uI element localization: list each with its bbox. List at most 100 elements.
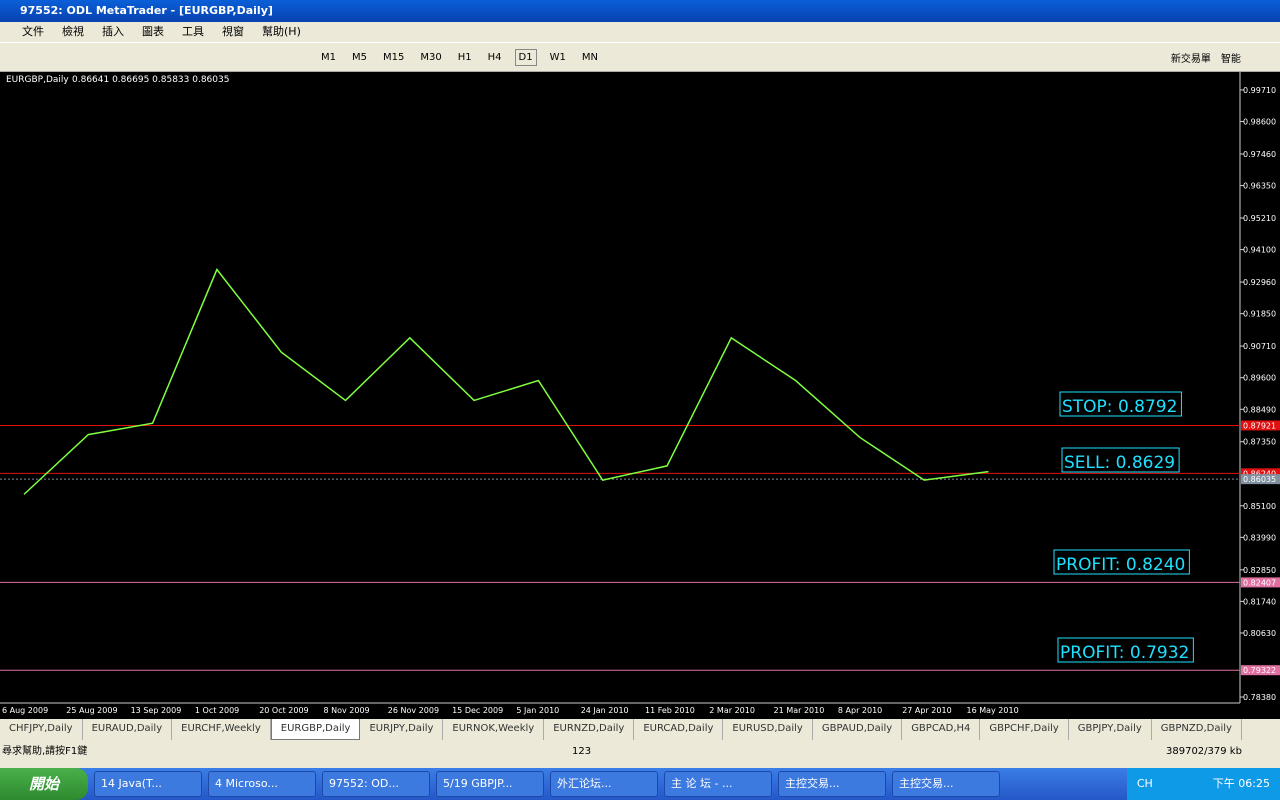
x-tick-label: 21 Mar 2010 [774,706,825,715]
price-tag-label: 0.87921 [1243,421,1276,430]
price-tag [1241,468,1280,479]
x-tick-label: 11 Feb 2010 [645,706,695,715]
price-tag [1241,420,1280,431]
taskbar-item[interactable]: 外汇论坛... [550,771,658,797]
expert-button[interactable]: 智能 [1220,53,1241,65]
x-tick-label: 2 Mar 2010 [709,706,755,715]
menu-item[interactable]: 視窗 [222,25,244,38]
chart-quote: 0.86641 0.86695 0.85833 0.86035 [72,75,229,85]
chart: EURGBP,Daily 0.86641 0.86695 0.85833 0.8… [0,72,1280,719]
y-tick-label: 0.88490 [1243,405,1276,414]
taskbar-item[interactable]: 主控交易... [778,771,886,797]
taskbar-item[interactable]: 97552: OD... [322,771,430,797]
price-tag-label: 0.86240 [1243,469,1276,478]
y-tick-label: 0.80630 [1243,629,1276,638]
y-tick-label: 0.99710 [1243,86,1276,95]
menu-item[interactable]: 圖表 [142,25,164,38]
price-tag [1241,474,1280,485]
annotation-box [1059,391,1182,417]
timeframe-button[interactable]: MN [581,51,598,63]
y-tick-label: 0.89600 [1243,374,1276,383]
timeframe-button[interactable]: M30 [420,51,442,63]
x-tick-label: 26 Nov 2009 [388,706,439,715]
menu-item[interactable]: 插入 [102,25,124,38]
timeframe-button[interactable]: W1 [549,51,566,63]
timeframe-button[interactable]: H4 [487,51,502,63]
annotation-box [1061,447,1180,473]
annotation: SELL: 0.8629 [1064,453,1175,473]
price-tag [1241,577,1280,588]
taskbar: 開始 14 Java(T... 4 Microso... 97552: OD... 5… [0,768,1280,800]
menu-item[interactable]: 幫助(H) [262,25,301,38]
menu-item[interactable]: 工具 [182,25,204,38]
taskbar-item[interactable]: 主控交易... [892,771,1000,797]
x-tick-label: 5 Jan 2010 [516,706,559,715]
x-tick-label: 8 Apr 2010 [838,706,882,715]
price-tag-label: 0.82407 [1243,578,1276,587]
y-tick-label: 0.87350 [1243,438,1276,447]
timeframe-button[interactable]: M5 [352,51,367,63]
menu-item[interactable]: 文件 [22,25,44,38]
chart-tab[interactable]: EURCAD,Daily [634,719,724,740]
chart-tab[interactable]: GBPCAD,H4 [902,719,981,740]
annotation-box [1057,637,1194,663]
price-tag [1241,665,1280,676]
timeframe-button[interactable]: M15 [383,51,405,63]
chart-tab[interactable]: EURNOK,Weekly [443,719,545,740]
menu-bar: 文件 檢視 插入 圖表 工具 視窗 幫助(H) [0,22,1280,42]
price-line [23,268,989,495]
chart-tab[interactable]: CHFJPY,Daily [0,719,83,740]
chart-tab[interactable]: GBPNZD,Daily [1152,719,1242,740]
y-tick-label: 0.90710 [1243,342,1276,351]
x-tick-label: 25 Aug 2009 [66,706,117,715]
x-tick-label: 27 Apr 2010 [902,706,951,715]
status-bars: 123 [572,746,592,757]
y-tick-label: 0.94100 [1243,246,1276,255]
chart-tab[interactable]: EURJPY,Daily [360,719,444,740]
status-bar: 尋求幫助,請按F1鍵 123 389702/379 kb [0,742,1280,762]
y-tick-label: 0.82850 [1243,566,1276,575]
y-tick-label: 0.78380 [1243,693,1276,702]
y-tick-label: 0.95210 [1243,214,1276,223]
menu-item[interactable]: 檢視 [62,25,84,38]
timeframe-button[interactable]: H1 [457,51,472,63]
timeframe-button[interactable]: M1 [321,51,336,63]
new-order-button[interactable]: 新交易單 [1170,53,1211,65]
language[interactable]: CH [1136,777,1153,790]
taskbar-item[interactable]: 14 Java(T... [94,771,202,797]
status-traffic: 389702/379 kb [1166,746,1242,757]
toolbar: M1 M5 M15 M30 H1 H4 D1 W1 MN 新交易單 智能 [0,42,1280,72]
timeframe-button[interactable]: D1 [514,48,537,66]
x-tick-label: 20 Oct 2009 [259,706,308,715]
y-tick-label: 0.85100 [1243,502,1276,511]
start-button[interactable]: 開始 [0,768,88,800]
chart-tab[interactable]: GBPJPY,Daily [1069,719,1152,740]
taskbar-item[interactable]: 主 论 坛 - ... [664,771,772,797]
chart-tab[interactable]: EURCHF,Weekly [172,719,271,740]
price-tag-label: 0.79322 [1243,666,1276,675]
taskbar-item[interactable]: 4 Microso... [208,771,316,797]
chart-background [0,72,1280,719]
price-tag-label: 0.86035 [1243,475,1276,484]
chart-tabs: CHFJPY,Daily EURAUD,Daily EURCHF,Weekly EUR… [0,719,1280,740]
chart-tab[interactable]: GBPAUD,Daily [813,719,903,740]
title-bar: 97552: ODL MetaTrader - [EURGBP,Daily] [0,0,1280,22]
chart-tab[interactable]: EURAUD,Daily [83,719,173,740]
taskbar-item[interactable]: 5/19 GBPJP... [436,771,544,797]
chart-symbol: EURGBP,Daily [6,75,69,85]
clock: 下午 06:25 [1212,777,1270,790]
annotation: PROFIT: 0.7932 [1060,643,1189,663]
y-tick-label: 0.83990 [1243,533,1276,542]
x-tick-label: 8 Nov 2009 [324,706,370,715]
x-tick-label: 6 Aug 2009 [2,706,48,715]
x-tick-label: 1 Oct 2009 [195,706,239,715]
chart-tab[interactable]: EURUSD,Daily [723,719,813,740]
chart-tab[interactable]: EURNZD,Daily [544,719,635,740]
chart-tab[interactable]: EURGBP,Daily [270,719,361,740]
chart-tab[interactable]: GBPCHF,Daily [980,719,1069,740]
y-tick-label: 0.98600 [1243,118,1276,127]
x-tick-label: 24 Jan 2010 [581,706,629,715]
annotation-box [1053,549,1190,575]
y-tick-label: 0.91850 [1243,310,1276,319]
